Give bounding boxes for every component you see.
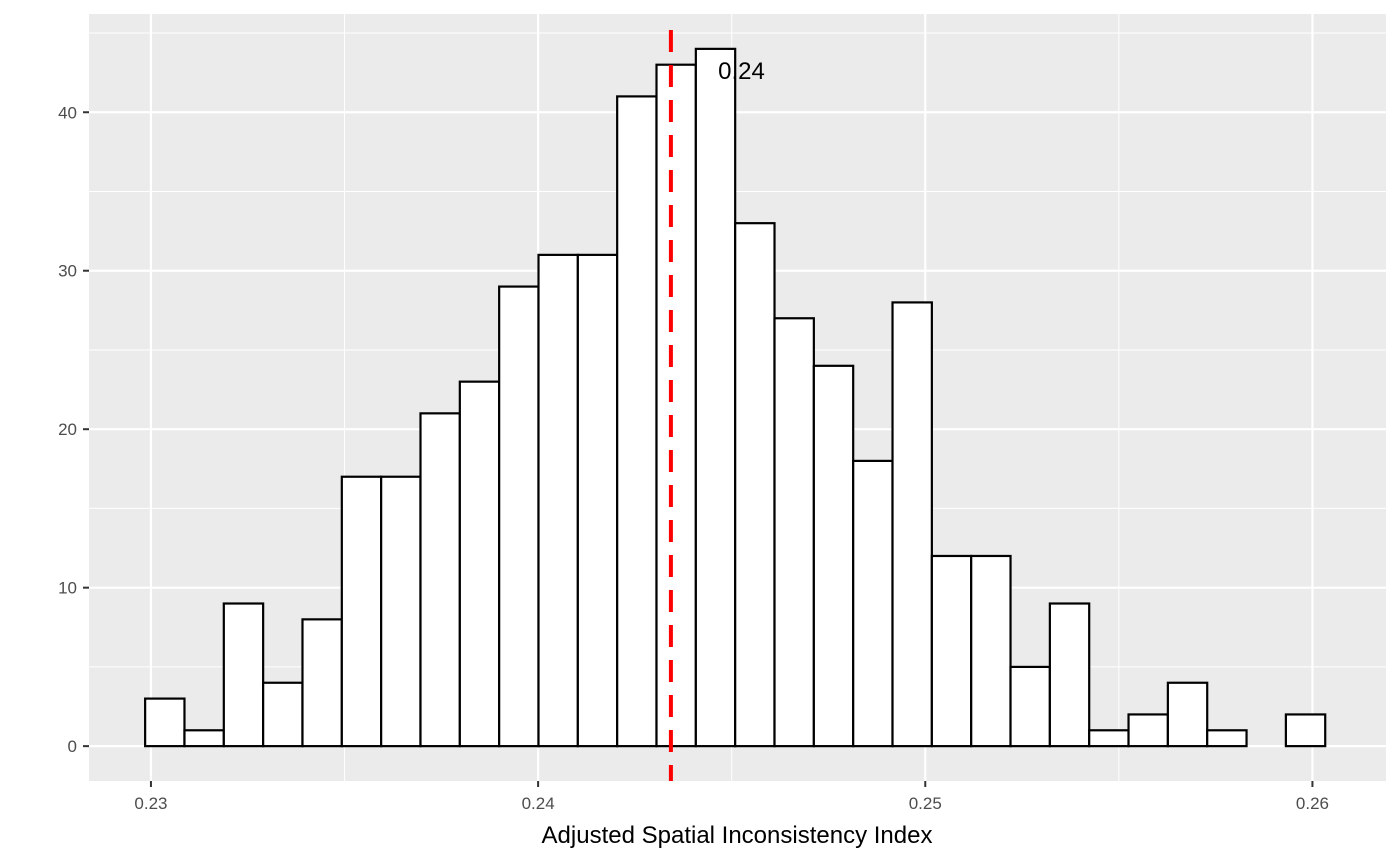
x-tick-label: 0.23 — [134, 794, 167, 813]
histogram-bar — [812, 364, 855, 748]
histogram-bar — [1127, 713, 1169, 748]
histogram-bar — [380, 475, 422, 748]
x-tick-label: 0.24 — [522, 794, 555, 813]
y-tick-label: 30 — [58, 262, 77, 281]
histogram-bar — [498, 285, 540, 748]
histogram-bar — [1206, 729, 1248, 748]
x-tick-label: 0.26 — [1296, 794, 1329, 813]
histogram-bar — [144, 697, 186, 748]
histogram-bar — [616, 95, 658, 748]
histogram-bar — [891, 301, 933, 748]
histogram-bar — [1284, 713, 1327, 748]
y-tick-label: 40 — [58, 103, 77, 122]
x-axis: 0.23 0.24 0.25 0.26 — [134, 781, 1329, 813]
histogram-bar — [970, 554, 1012, 748]
y-tick-label: 10 — [58, 579, 77, 598]
histogram-bar — [1088, 729, 1130, 748]
histogram-bar — [537, 253, 579, 748]
histogram-bar — [222, 602, 265, 748]
histogram-bar — [930, 554, 973, 748]
y-tick-label: 0 — [68, 737, 77, 756]
histogram-bar — [655, 63, 697, 748]
histogram-bar — [262, 681, 304, 748]
histogram-bar — [773, 317, 815, 748]
histogram-bar — [852, 459, 894, 748]
histogram-bar — [576, 253, 619, 748]
histogram-bar — [694, 47, 737, 748]
histogram-bar — [419, 412, 461, 748]
histogram-bar — [1166, 681, 1209, 748]
histogram-bar — [301, 618, 343, 748]
y-axis: 0 10 20 30 40 — [58, 103, 89, 756]
y-tick-label: 20 — [58, 420, 77, 439]
x-tick-label: 0.25 — [909, 794, 942, 813]
reference-annotation: 0.24 — [718, 58, 765, 85]
x-axis-title: Adjusted Spatial Inconsistency Index — [542, 822, 933, 849]
histogram-bar — [340, 475, 383, 748]
histogram-bar — [458, 380, 501, 748]
histogram-bar — [1048, 602, 1091, 748]
histogram-bar — [734, 222, 776, 748]
histogram-bar — [1009, 665, 1051, 748]
histogram-bar — [183, 729, 225, 748]
histogram-bars — [144, 47, 1327, 748]
